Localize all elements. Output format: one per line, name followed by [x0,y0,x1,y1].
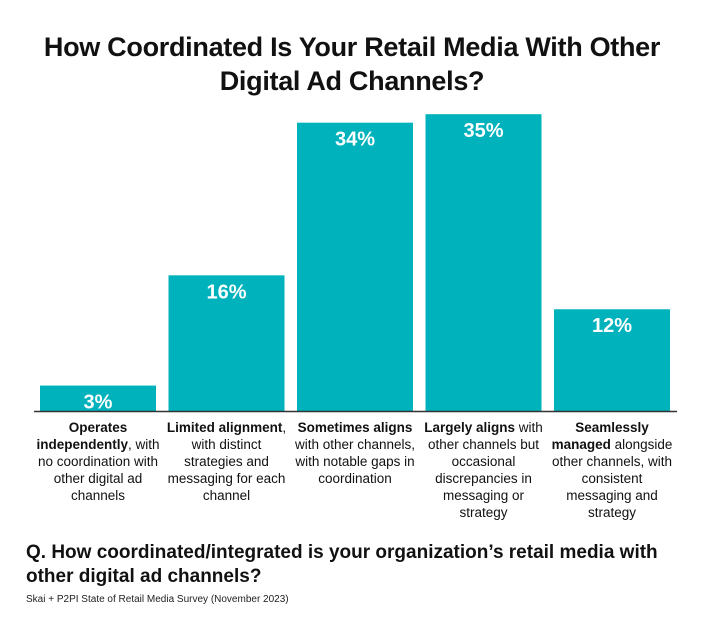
chart-title: How Coordinated Is Your Retail Media Wit… [0,30,704,98]
category-label-3: Sometimes aligns with other channels, wi… [293,419,417,487]
category-label-4: Largely aligns with other channels but o… [422,419,546,521]
bar-value-label-5: 12% [592,315,632,337]
category-label-rest: with other channels but occasional discr… [427,420,543,520]
category-label-bold: Limited alignment [166,420,283,435]
category-label-rest: , with distinct strategies and messaging… [167,420,287,503]
category-label-bold: Seamlessly managed [551,420,649,452]
survey-question: Q. How coordinated/integrated is your or… [26,542,658,587]
category-label-bold: Sometimes aligns [297,420,413,435]
category-label-5: Seamlessly managed alongside other chann… [550,419,674,521]
bar-5 [554,309,670,411]
chart-title-line-2: Digital Ad Channels? [219,66,485,96]
bar-2 [168,275,285,411]
bar-4 [425,114,542,411]
bar-1 [40,385,156,411]
category-label-rest: alongside other channels, with consisten… [551,437,673,520]
bar-value-label-4: 35% [463,120,503,142]
category-label-1: Operates independently, with no coordina… [36,419,160,504]
bar-3 [297,122,413,412]
category-label-bold: Operates independently [36,420,128,452]
bar-value-label-3: 34% [335,129,375,151]
chart-title-line-1: How Coordinated Is Your Retail Media Wit… [43,32,661,62]
category-label-2: Limited alignment, with distinct strateg… [165,419,289,504]
bar-value-label-1: 3% [84,392,113,414]
category-label-bold: Largely aligns [424,420,516,435]
category-label-rest: with other channels, with notable gaps i… [294,437,416,486]
category-label-rest: , with no coordination with other digita… [37,437,160,503]
bar-value-label-2: 16% [206,281,246,303]
source-note: Skai + P2PI State of Retail Media Survey… [26,594,289,605]
